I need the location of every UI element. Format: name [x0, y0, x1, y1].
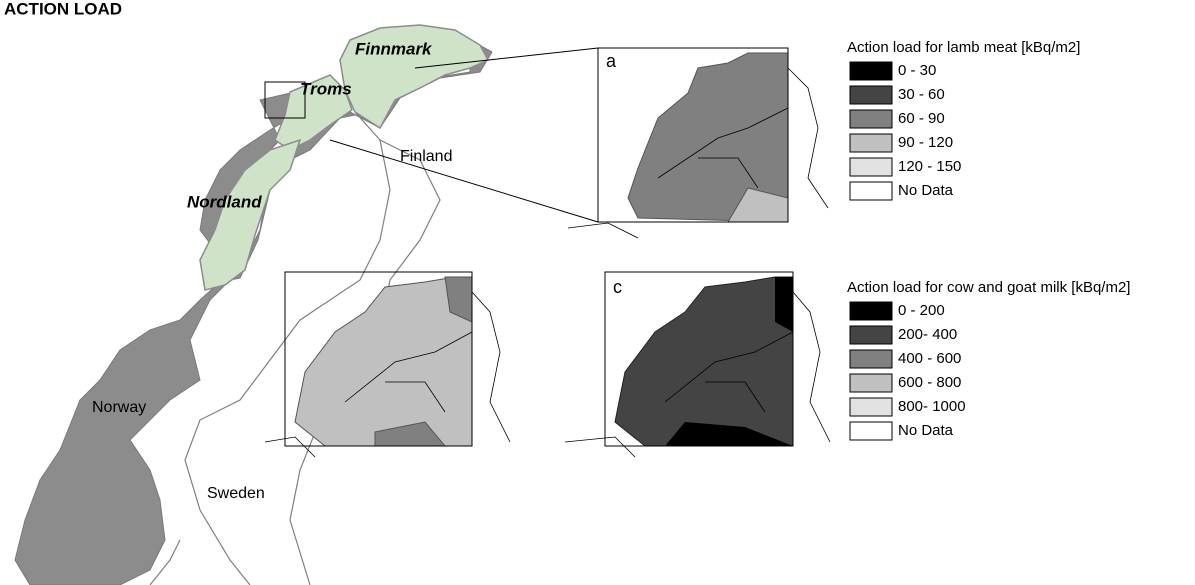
legend-label: 400 - 600 [898, 350, 961, 367]
legend-swatch [850, 326, 892, 344]
title: ACTION LOAD [4, 0, 122, 18]
legend-label: 600 - 800 [898, 374, 961, 391]
legend-label: 90 - 120 [898, 134, 953, 151]
legend-title: Action load for lamb meat [kBq/m2] [847, 39, 1080, 56]
place-label: Troms [300, 79, 352, 98]
legend-swatch [850, 110, 892, 128]
land-fill [295, 277, 472, 446]
legend-swatch [850, 182, 892, 200]
legend-label: 0 - 30 [898, 62, 936, 79]
legend-swatch [850, 374, 892, 392]
legend-label: No Data [898, 182, 954, 199]
place-label: Norway [92, 399, 146, 416]
legend-swatch [850, 158, 892, 176]
page: {"title": "ACTION LOAD", "places": {"fin… [0, 0, 1195, 585]
legend-label: 30 - 60 [898, 86, 945, 103]
legend-swatch [850, 422, 892, 440]
connector [330, 140, 598, 222]
legend-swatch [850, 302, 892, 320]
legend-swatch [850, 134, 892, 152]
figure: ACTION LOAD Finnmark Troms Nordland Finl… [0, 0, 1195, 585]
panel-b [265, 272, 510, 457]
legend-label: No Data [898, 422, 954, 439]
legend-label: 200- 400 [898, 326, 957, 343]
panel-a: a [568, 48, 828, 238]
legend-label: 800- 1000 [898, 398, 966, 415]
panel-letter: c [613, 277, 622, 297]
legend-swatch [850, 62, 892, 80]
legend-title: Action load for cow and goat milk [kBq/m… [847, 279, 1130, 296]
legend-swatch [850, 398, 892, 416]
legend-swatch [850, 86, 892, 104]
place-label: Finnmark [355, 39, 433, 58]
place-label: Finland [400, 148, 452, 165]
place-label: Nordland [187, 192, 262, 211]
panel-letter: a [606, 51, 617, 71]
legend-label: 0 - 200 [898, 302, 945, 319]
place-label: Sweden [207, 485, 265, 502]
panel-c: c [565, 272, 830, 457]
legend-swatch [850, 350, 892, 368]
legend-label: 120 - 150 [898, 158, 961, 175]
land-fill [615, 277, 793, 446]
legend-label: 60 - 90 [898, 110, 945, 127]
